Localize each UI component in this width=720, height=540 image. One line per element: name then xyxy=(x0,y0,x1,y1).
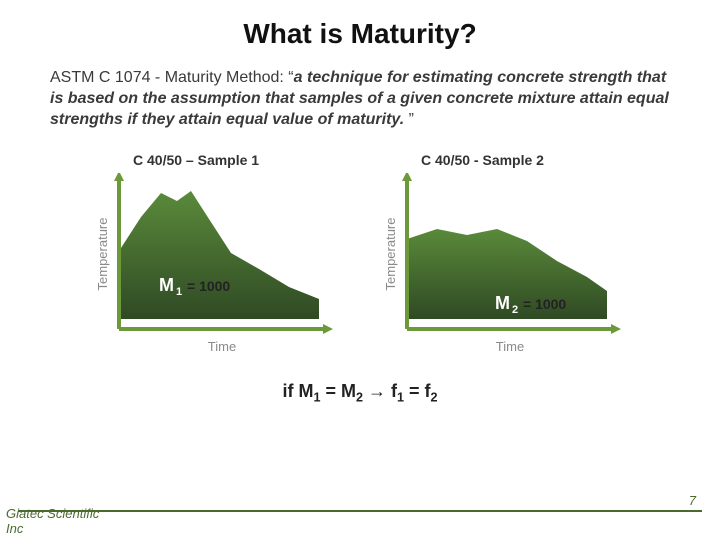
eq-sub: 1 xyxy=(313,391,320,405)
body-prefix: ASTM C 1074 - Maturity Method: “ xyxy=(50,69,294,86)
page-title: What is Maturity? xyxy=(0,18,720,50)
svg-text:M: M xyxy=(159,275,174,295)
eq-sub: 2 xyxy=(431,391,438,405)
brand-text: Giatec Scientific Inc xyxy=(6,506,99,536)
svg-text:Time: Time xyxy=(208,339,236,354)
chart-sample-2: C 40/50 - Sample 2 Temperature Time M2 = 10… xyxy=(379,152,629,363)
svg-text:1: 1 xyxy=(176,286,182,298)
slide-root: What is Maturity? ASTM C 1074 - Maturity… xyxy=(0,0,720,540)
chart-1-svg: Temperature Time M1 = 1000 xyxy=(91,173,341,363)
svg-text:= 1000: = 1000 xyxy=(187,278,230,294)
page-number: 7 xyxy=(689,493,696,508)
svg-text:M: M xyxy=(495,293,510,313)
eq-sub: 1 xyxy=(397,391,404,405)
footer-equation: if M1 = M2 → f1 = f2 xyxy=(0,381,720,405)
svg-text:= 1000: = 1000 xyxy=(523,296,566,312)
footer-divider xyxy=(18,510,702,512)
svg-text:Temperature: Temperature xyxy=(95,218,110,291)
svg-text:Temperature: Temperature xyxy=(383,218,398,291)
svg-text:2: 2 xyxy=(512,304,518,316)
svg-text:Time: Time xyxy=(496,339,524,354)
body-paragraph: ASTM C 1074 - Maturity Method: “a techni… xyxy=(0,68,720,130)
chart-sample-1: C 40/50 – Sample 1 Temperature Time M1 = 10… xyxy=(91,152,341,363)
chart-2-title: C 40/50 - Sample 2 xyxy=(379,152,629,169)
body-suffix: ” xyxy=(404,111,414,128)
charts-row: C 40/50 – Sample 1 TemperatureTimeM1= 10… xyxy=(0,152,720,363)
chart-2-svg: Temperature Time M2 = 1000 xyxy=(379,173,629,363)
chart-1-title: C 40/50 – Sample 1 xyxy=(91,152,341,169)
eq-sub: 2 xyxy=(356,391,363,405)
